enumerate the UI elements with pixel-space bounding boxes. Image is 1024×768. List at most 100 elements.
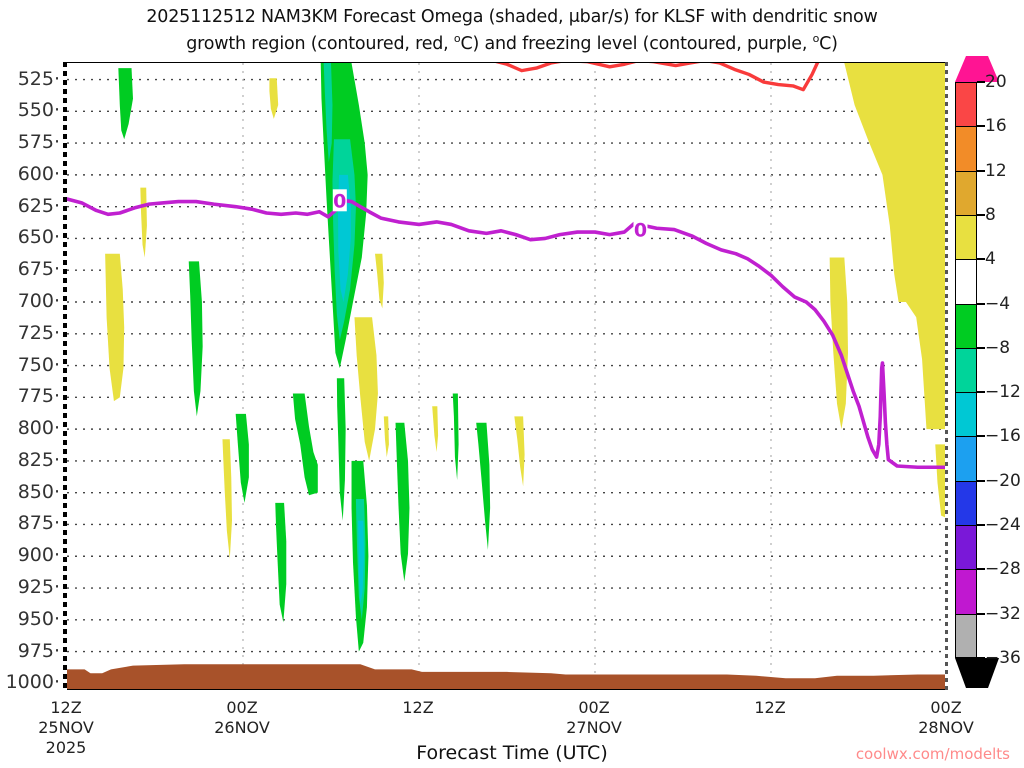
y-tick-label-550: 550· (17, 99, 60, 122)
y-tick-label-575: 575· (17, 131, 60, 154)
y-tick-label-625: 625· (17, 194, 60, 217)
colorbar-label--36: −36 (985, 648, 1021, 668)
colorbar-cell-16 (955, 126, 977, 171)
y-tick-label-900: 900· (17, 544, 60, 567)
colorbar-cell-12 (955, 170, 977, 215)
colorbar-cell-20 (955, 82, 977, 127)
omega-region-r16 (452, 393, 459, 480)
omega-region-r18c (358, 520, 364, 605)
y-tick-label-875: 875· (17, 512, 60, 535)
omega-region-r20 (476, 422, 491, 550)
omega-region-r8 (354, 317, 378, 461)
colorbar-tick-4 (977, 258, 985, 261)
colorbar-tick--8 (977, 346, 985, 349)
y-tick-label-1000: 1000· (5, 671, 60, 694)
y-tick-label-750: 750· (17, 353, 60, 376)
colorbar-label-12: 12 (985, 160, 1007, 181)
colorbar-tick--36 (977, 657, 985, 659)
colorbar-tick-12 (977, 169, 985, 172)
omega-region-r5 (105, 253, 125, 402)
colorbar-cell--28 (955, 569, 977, 614)
y-tick-label-800: 800· (17, 417, 60, 440)
x-tick-year: 2025 (45, 738, 87, 757)
x-tick-label-4: 12Z (754, 698, 785, 718)
colorbar-tick-8 (977, 213, 985, 216)
x-tick-label-0: 12Z 25NOV 2025 (38, 698, 94, 758)
y-tick-label-675: 675· (17, 258, 60, 281)
x-tick-time: 12Z (402, 698, 434, 717)
colorbar-cell--24 (955, 525, 977, 570)
y-tick-label-700: 700· (17, 289, 60, 312)
dendritic-snow-growth-contour (495, 63, 820, 92)
omega-region-r7 (375, 253, 384, 309)
omega-region-r21 (514, 416, 525, 487)
colorbar-label-4: 4 (985, 249, 996, 270)
x-axis-title: Forecast Time (UTC) (416, 742, 608, 764)
colorbar-label--28: −28 (985, 559, 1021, 580)
y-axis: 525· 550· 575· 600· 625· 650· 675· 700· 725· 750·… (0, 62, 60, 694)
x-tick-time: 00Z (578, 698, 610, 717)
y-tick-label-650: 650· (17, 226, 60, 249)
y-axis-spine (63, 62, 67, 691)
freezing-level-contour (67, 197, 945, 470)
colorbar-cell--12 (955, 392, 977, 437)
freezing-level-labels: 00 (332, 189, 648, 242)
colorbar-label-20: 20 (985, 72, 1007, 92)
y-tick-label-925: 925· (17, 576, 60, 599)
omega-region-r13 (292, 393, 318, 496)
x-tick-date: 26NOV (214, 718, 270, 737)
omega-region-r12 (222, 439, 232, 559)
svg-text:0: 0 (634, 220, 647, 242)
colorbar-cell--16 (955, 436, 977, 481)
colorbar-label--24: −24 (985, 515, 1021, 536)
colorbar-cell--20 (955, 480, 977, 526)
colorbar-label--8: −8 (985, 337, 1011, 358)
omega-region-r23 (829, 257, 848, 430)
colorbar-extend-top (955, 56, 999, 82)
y-tick-label-525: 525· (17, 67, 60, 90)
colorbar-tick--32 (977, 612, 985, 615)
omega-region-r10 (383, 416, 389, 458)
colorbar-tick--12 (977, 391, 985, 394)
colorbar-tick--20 (977, 479, 985, 482)
colorbar-extend-bottom (955, 658, 999, 688)
colorbar-label--12: −12 (985, 382, 1021, 403)
x-axis: 12Z 25NOV 2025 00Z 26NOV 12Z 00Z 27NOV 12Z 00Z 28N… (0, 692, 1024, 768)
colorbar-label--4: −4 (985, 293, 1011, 314)
omega-region-r1 (118, 68, 133, 140)
colorbar-cell-4 (955, 259, 977, 304)
x-tick-label-1: 00Z 26NOV (214, 698, 270, 738)
y-tick-label-600: 600· (17, 162, 60, 185)
colorbar-cell-8 (955, 214, 977, 260)
omega-region-r2 (269, 78, 279, 119)
omega-colorbar: 20 16 12 8 4 −4 −8 −12 −16 −20 −24 −28 −32 −36 (955, 56, 1021, 688)
y-tick-label-975: 975· (17, 639, 60, 662)
y-tick-label-825: 825· (17, 448, 60, 471)
title-line-1: 2025112512 NAM3KM Forecast Omega (shaded… (146, 7, 878, 27)
plot-canvas: 00 (67, 63, 945, 689)
colorbar-cell--8 (955, 347, 977, 393)
page-title: 2025112512 NAM3KM Forecast Omega (shaded… (0, 6, 1024, 55)
y-tick-label-950: 950· (17, 607, 60, 630)
x-tick-label-3: 00Z 27NOV (566, 698, 622, 738)
right-axis-spine (945, 62, 948, 691)
colorbar-tick--24 (977, 524, 985, 527)
omega-region-r15 (432, 406, 439, 453)
y-tick-label-850: 850· (17, 480, 60, 503)
watermark: coolwx.com/modelts (855, 745, 1010, 763)
omega-shaded-regions (105, 63, 945, 652)
colorbar-label--16: −16 (985, 426, 1021, 447)
omega-region-r9 (336, 378, 346, 521)
x-tick-date: 25NOV (38, 718, 94, 737)
omega-region-r6 (188, 261, 203, 417)
x-tick-date: 28NOV (918, 718, 974, 737)
y-tick-label-775: 775· (17, 385, 60, 408)
omega-region-r4 (140, 187, 147, 258)
omega-region-r22 (844, 63, 945, 430)
colorbar-tick--16 (977, 435, 985, 438)
x-tick-label-5: 00Z 28NOV (918, 698, 974, 738)
colorbar-tick--28 (977, 568, 985, 571)
x-tick-time: 00Z (930, 698, 962, 717)
